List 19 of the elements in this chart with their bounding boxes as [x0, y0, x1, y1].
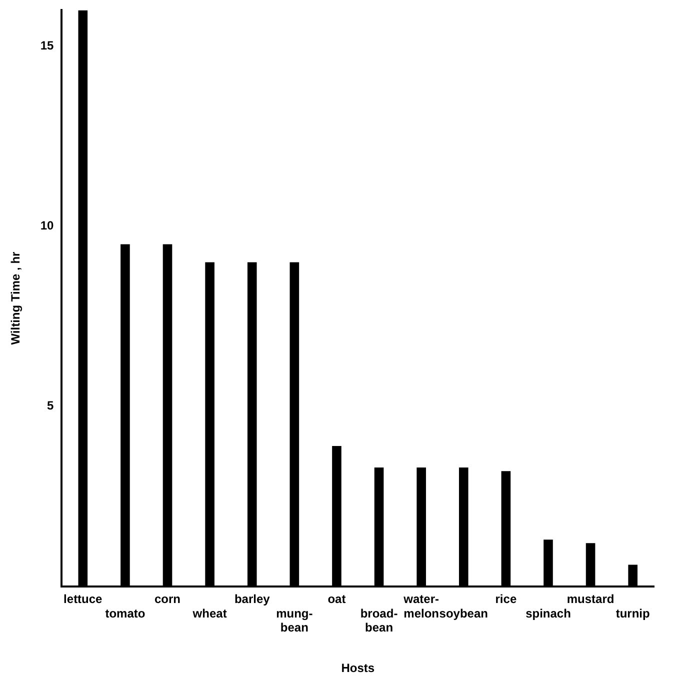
x-tick-label: barley — [234, 592, 270, 606]
x-tick-label: wheat — [192, 606, 227, 620]
x-tick-label: spinach — [526, 606, 571, 620]
x-tick-label: soybean — [439, 606, 488, 620]
x-tick-label: mung- bean — [276, 606, 313, 635]
y-tick-label: 5 — [47, 398, 54, 413]
x-tick-label: broad- bean — [360, 606, 398, 635]
x-tick-label: mustard — [566, 592, 614, 606]
x-tick-label: turnip — [616, 606, 650, 620]
x-axis-title: Hosts — [341, 661, 375, 676]
x-tick-label: lettuce — [64, 592, 103, 606]
x-tick-label: oat — [328, 592, 346, 606]
x-tick-label: water- melon — [402, 592, 440, 620]
y-axis-title: Wilting Time , hr — [8, 251, 23, 345]
x-tick-label: rice — [495, 592, 517, 606]
y-tick-label: 10 — [40, 218, 54, 233]
x-tick-label: corn — [154, 592, 181, 606]
x-tick-label: tomato — [105, 606, 146, 620]
y-tick-label: 15 — [40, 38, 54, 53]
